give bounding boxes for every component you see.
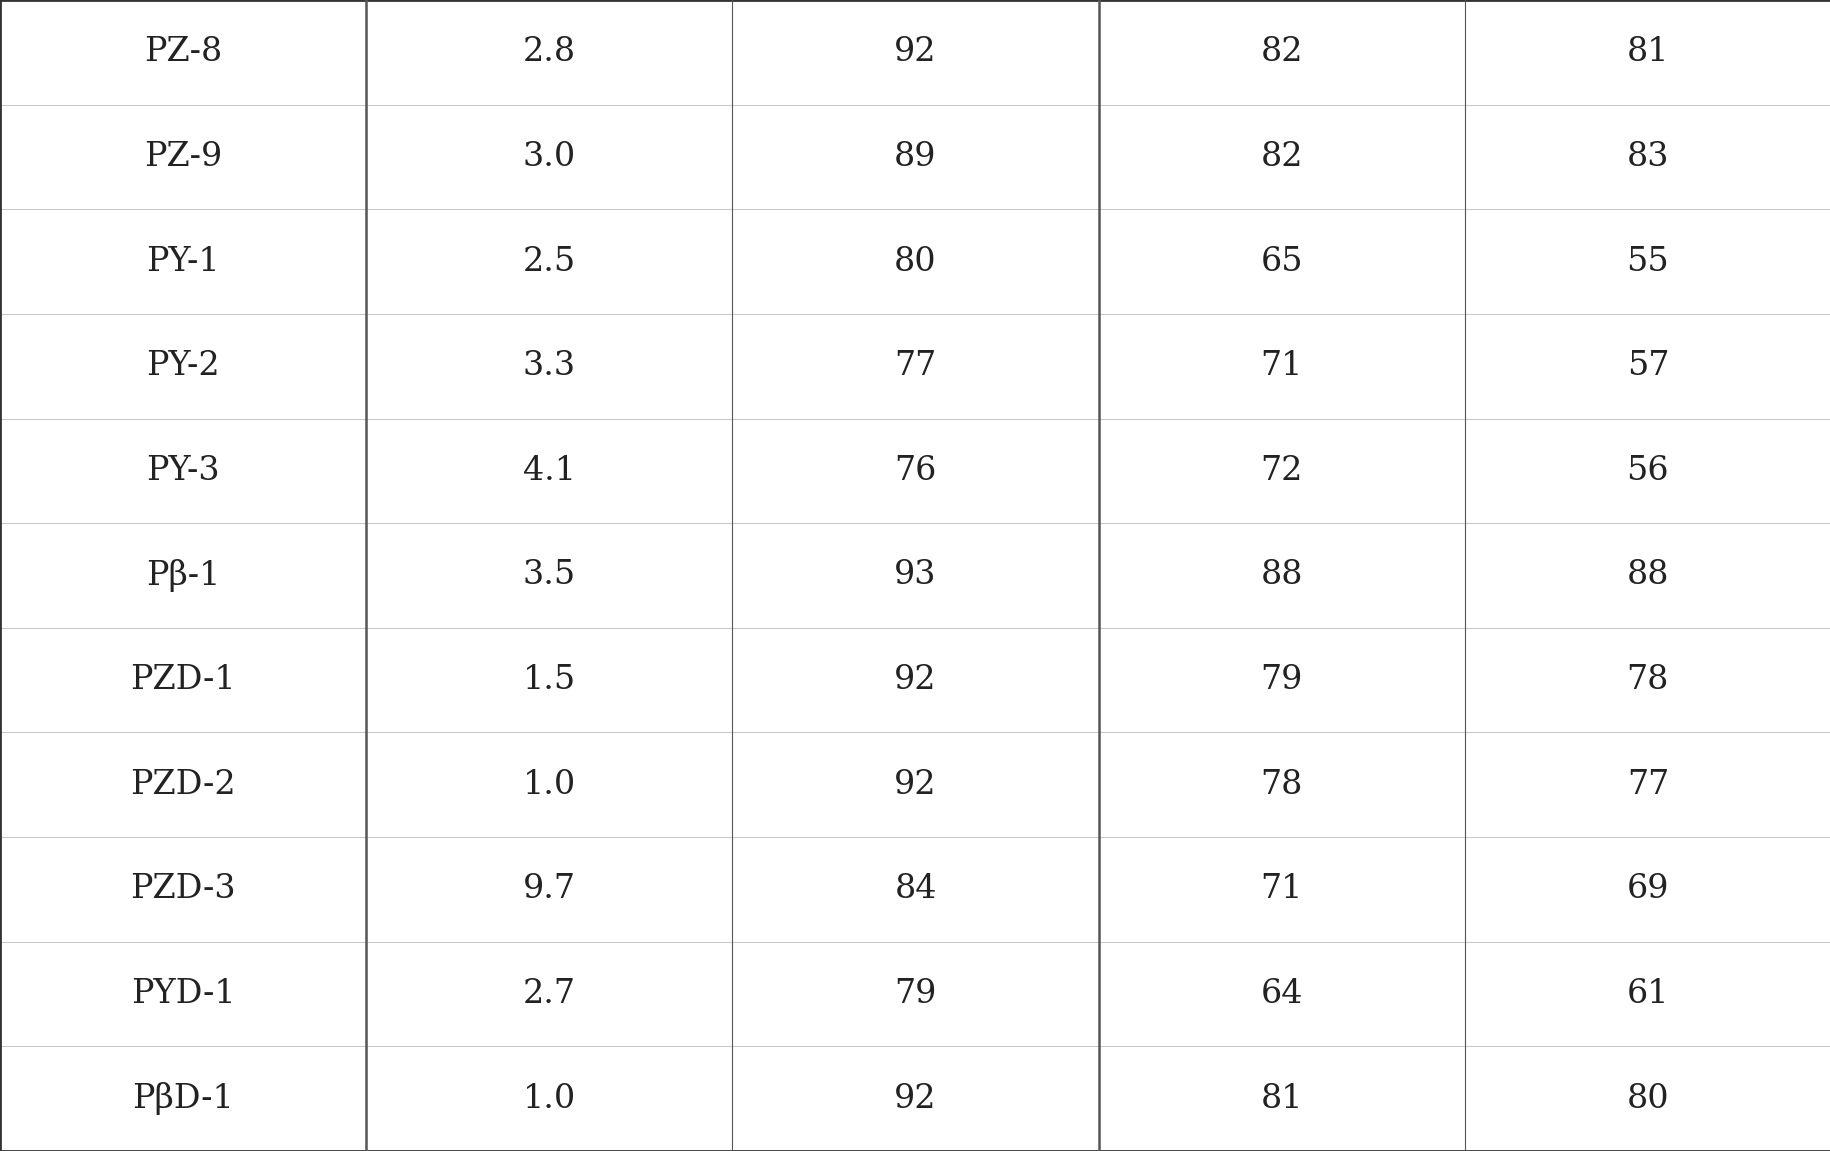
Text: 72: 72 — [1259, 455, 1303, 487]
Text: PβD-1: PβD-1 — [132, 1082, 234, 1115]
Text: PY-1: PY-1 — [146, 245, 220, 277]
Text: 77: 77 — [893, 350, 937, 382]
Text: PZD-2: PZD-2 — [130, 769, 236, 801]
Text: 82: 82 — [1259, 140, 1303, 173]
Text: 4.1: 4.1 — [523, 455, 575, 487]
Text: Pβ-1: Pβ-1 — [146, 559, 220, 592]
Text: 80: 80 — [1625, 1083, 1669, 1114]
Text: 81: 81 — [1625, 37, 1669, 68]
Text: 92: 92 — [893, 664, 937, 696]
Text: 80: 80 — [893, 245, 937, 277]
Text: 83: 83 — [1625, 140, 1669, 173]
Text: 65: 65 — [1259, 245, 1303, 277]
Text: 3.3: 3.3 — [522, 350, 576, 382]
Text: 78: 78 — [1625, 664, 1669, 696]
Text: 61: 61 — [1625, 978, 1669, 1011]
Text: PZD-1: PZD-1 — [130, 664, 236, 696]
Text: 79: 79 — [1259, 664, 1303, 696]
Text: 57: 57 — [1625, 350, 1669, 382]
Text: 92: 92 — [893, 1083, 937, 1114]
Text: 89: 89 — [893, 140, 937, 173]
Text: 88: 88 — [1259, 559, 1303, 592]
Text: 92: 92 — [893, 769, 937, 801]
Text: 69: 69 — [1625, 874, 1669, 906]
Text: 82: 82 — [1259, 37, 1303, 68]
Text: PZ-9: PZ-9 — [145, 140, 221, 173]
Text: 64: 64 — [1259, 978, 1303, 1011]
Text: 84: 84 — [893, 874, 937, 906]
Text: 3.5: 3.5 — [522, 559, 576, 592]
Text: 2.5: 2.5 — [522, 245, 576, 277]
Text: PZ-8: PZ-8 — [145, 37, 221, 68]
Text: 78: 78 — [1259, 769, 1303, 801]
Text: 1.0: 1.0 — [522, 1083, 576, 1114]
Text: 2.7: 2.7 — [523, 978, 575, 1011]
Text: PZD-3: PZD-3 — [130, 874, 236, 906]
Text: 76: 76 — [893, 455, 937, 487]
Text: 9.7: 9.7 — [523, 874, 575, 906]
Text: 93: 93 — [893, 559, 937, 592]
Text: 1.0: 1.0 — [522, 769, 576, 801]
Text: PY-3: PY-3 — [146, 455, 220, 487]
Text: 71: 71 — [1259, 350, 1303, 382]
Text: 2.8: 2.8 — [522, 37, 576, 68]
Text: 79: 79 — [893, 978, 937, 1011]
Text: 55: 55 — [1625, 245, 1669, 277]
Text: 77: 77 — [1625, 769, 1669, 801]
Text: 1.5: 1.5 — [522, 664, 576, 696]
Text: 88: 88 — [1625, 559, 1669, 592]
Text: 71: 71 — [1259, 874, 1303, 906]
Text: 56: 56 — [1625, 455, 1669, 487]
Text: PYD-1: PYD-1 — [130, 978, 236, 1011]
Text: PY-2: PY-2 — [146, 350, 220, 382]
Text: 81: 81 — [1259, 1083, 1303, 1114]
Text: 92: 92 — [893, 37, 937, 68]
Text: 3.0: 3.0 — [522, 140, 576, 173]
